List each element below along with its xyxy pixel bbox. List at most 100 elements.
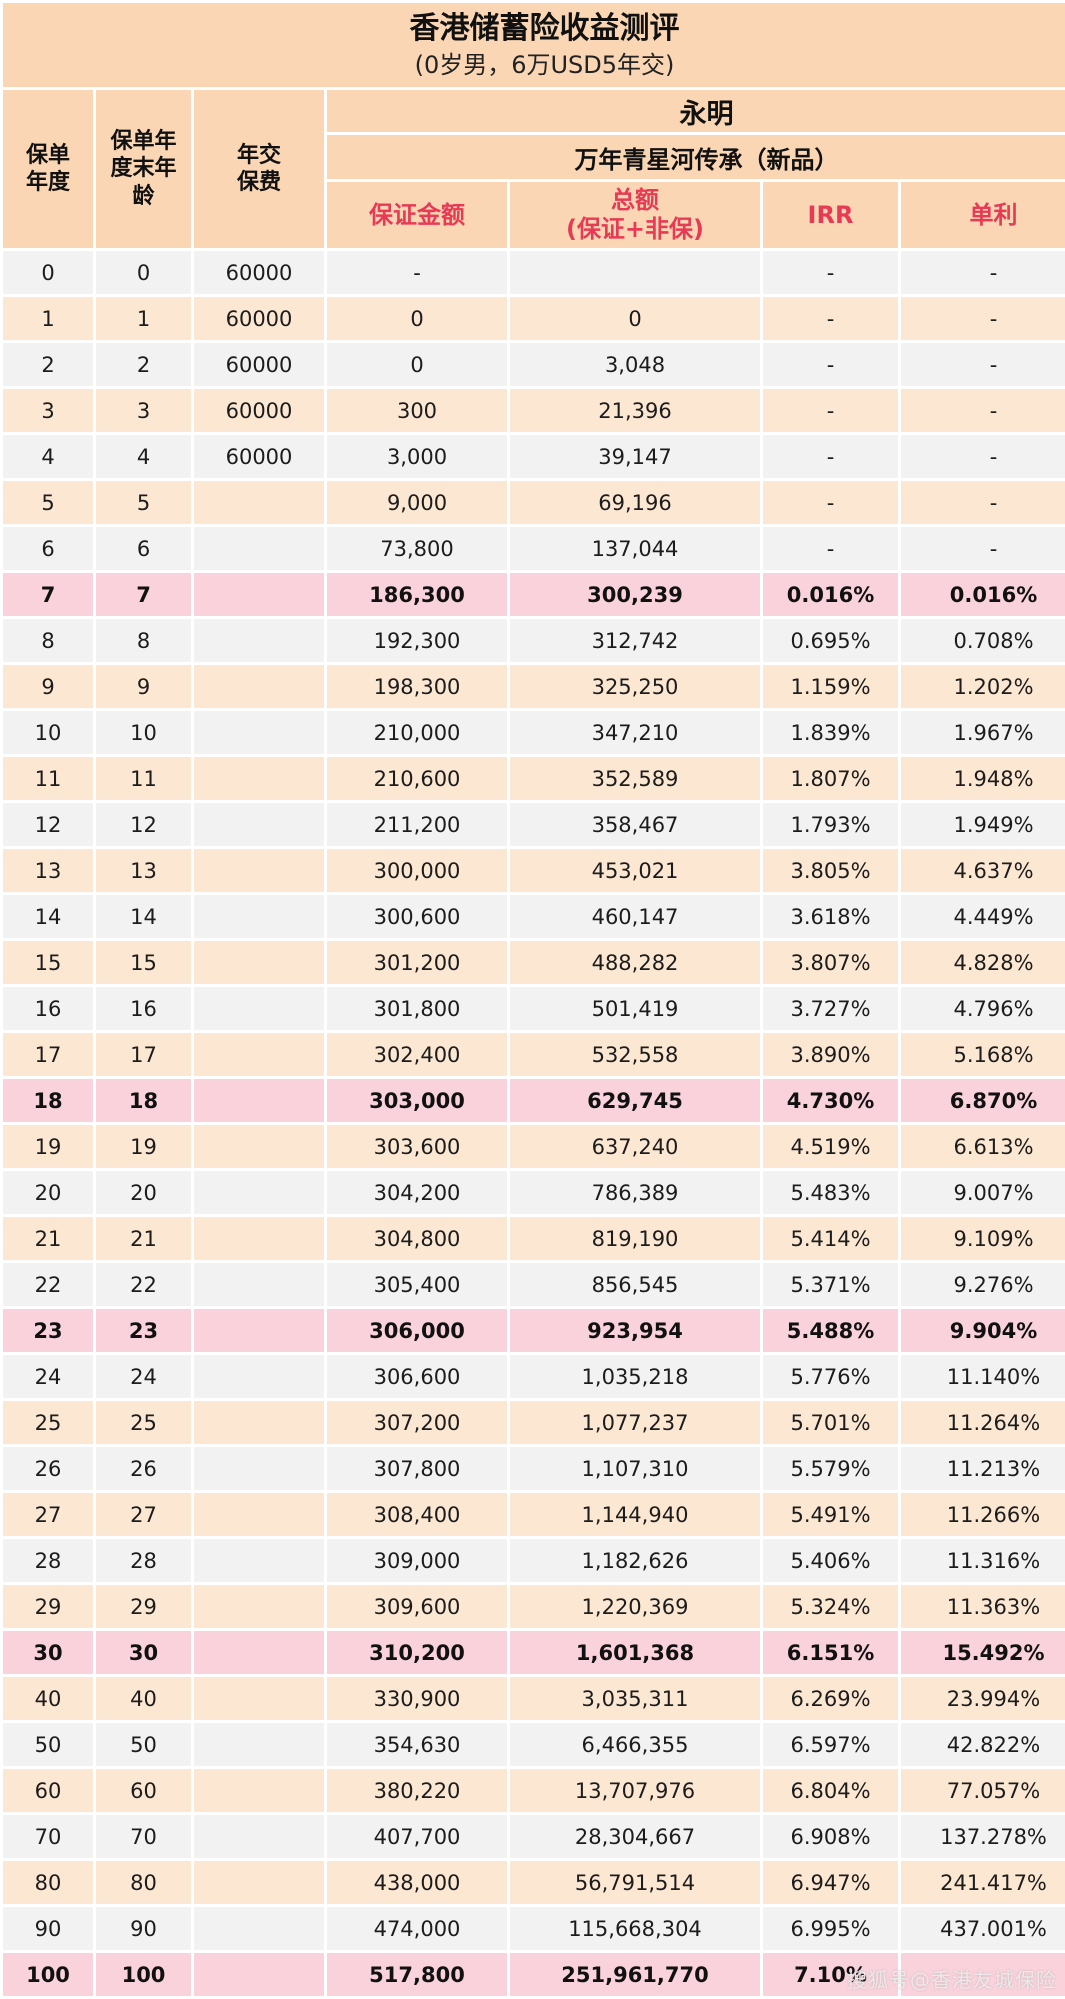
cell-simple: - [901, 481, 1065, 524]
cell-age: 7 [96, 573, 191, 616]
table-row: 12 12 211,200 358,467 1.793% 1.949% [3, 803, 1065, 846]
cell-year: 10 [3, 711, 93, 754]
cell-age: 15 [96, 941, 191, 984]
cell-simple: - [901, 251, 1065, 294]
cell-irr: - [763, 251, 898, 294]
cell-irr: 6.995% [763, 1907, 898, 1950]
cell-irr: 5.701% [763, 1401, 898, 1444]
cell-irr: 1.159% [763, 665, 898, 708]
cell-simple: 4.637% [901, 849, 1065, 892]
cell-guaranteed: 301,800 [327, 987, 507, 1030]
cell-premium [194, 527, 324, 570]
cell-guaranteed: 300,600 [327, 895, 507, 938]
cell-total: 28,304,667 [510, 1815, 760, 1858]
cell-age: 16 [96, 987, 191, 1030]
cell-guaranteed: 438,000 [327, 1861, 507, 1904]
table-row: 10 10 210,000 347,210 1.839% 1.967% [3, 711, 1065, 754]
cell-total: 488,282 [510, 941, 760, 984]
cell-year: 70 [3, 1815, 93, 1858]
cell-year: 6 [3, 527, 93, 570]
cell-age: 2 [96, 343, 191, 386]
table-row: 14 14 300,600 460,147 3.618% 4.449% [3, 895, 1065, 938]
cell-simple: 6.870% [901, 1079, 1065, 1122]
col-header-guaranteed: 保证金额 [327, 182, 507, 248]
cell-premium [194, 1861, 324, 1904]
table-row: 27 27 308,400 1,144,940 5.491% 11.266% [3, 1493, 1065, 1536]
watermark: 搜狐号@香港友城保险 [847, 1968, 1057, 1992]
cell-premium [194, 1217, 324, 1260]
cell-irr: 5.491% [763, 1493, 898, 1536]
cell-total: 1,220,369 [510, 1585, 760, 1628]
table-row: 8 8 192,300 312,742 0.695% 0.708% [3, 619, 1065, 662]
cell-total: 501,419 [510, 987, 760, 1030]
table-row: 25 25 307,200 1,077,237 5.701% 11.264% [3, 1401, 1065, 1444]
table-row: 30 30 310,200 1,601,368 6.151% 15.492% [3, 1631, 1065, 1674]
cell-year: 18 [3, 1079, 93, 1122]
cell-age: 29 [96, 1585, 191, 1628]
cell-age: 22 [96, 1263, 191, 1306]
cell-total: 56,791,514 [510, 1861, 760, 1904]
cell-year: 15 [3, 941, 93, 984]
cell-irr: 6.597% [763, 1723, 898, 1766]
cell-simple: 0.016% [901, 573, 1065, 616]
cell-simple: 15.492% [901, 1631, 1065, 1674]
cell-total: 115,668,304 [510, 1907, 760, 1950]
col-header-irr: IRR [763, 182, 898, 248]
cell-total: 1,182,626 [510, 1539, 760, 1582]
cell-year: 80 [3, 1861, 93, 1904]
table-body: 0 0 60000- - -1 1 60000 0 0- -2 2 60000 0 3,048- -3 3 60… [3, 251, 1065, 1996]
cell-age: 21 [96, 1217, 191, 1260]
table-row: 9 9 198,300 325,250 1.159% 1.202% [3, 665, 1065, 708]
cell-simple: 1.967% [901, 711, 1065, 754]
cell-irr: - [763, 297, 898, 340]
cell-premium: 60000 [194, 389, 324, 432]
page-subtitle: (0岁男，6万USD5年交) [414, 50, 675, 79]
cell-year: 16 [3, 987, 93, 1030]
cell-total: 6,466,355 [510, 1723, 760, 1766]
cell-simple: 9.109% [901, 1217, 1065, 1260]
cell-guaranteed: 474,000 [327, 1907, 507, 1950]
cell-premium [194, 481, 324, 524]
cell-irr: 4.730% [763, 1079, 898, 1122]
cell-simple: 23.994% [901, 1677, 1065, 1720]
cell-irr: 5.406% [763, 1539, 898, 1582]
cell-premium [194, 1401, 324, 1444]
cell-premium [194, 1125, 324, 1168]
cell-total: 39,147 [510, 435, 760, 478]
cell-guaranteed: 305,400 [327, 1263, 507, 1306]
cell-premium [194, 1079, 324, 1122]
table-title-block: 香港储蓄险收益测评 (0岁男，6万USD5年交) [3, 3, 1065, 87]
table-row: 28 28 309,000 1,182,626 5.406% 11.316% [3, 1539, 1065, 1582]
cell-irr: 5.483% [763, 1171, 898, 1214]
cell-year: 27 [3, 1493, 93, 1536]
table-row: 2 2 60000 0 3,048- - [3, 343, 1065, 386]
cell-age: 5 [96, 481, 191, 524]
cell-simple: 77.057% [901, 1769, 1065, 1812]
cell-premium [194, 941, 324, 984]
table-row: 19 19 303,600 637,240 4.519% 6.613% [3, 1125, 1065, 1168]
cell-premium [194, 803, 324, 846]
cell-irr: 3.890% [763, 1033, 898, 1076]
cell-simple: 9.904% [901, 1309, 1065, 1352]
cell-irr: 1.793% [763, 803, 898, 846]
cell-total: 352,589 [510, 757, 760, 800]
cell-age: 30 [96, 1631, 191, 1674]
cell-year: 5 [3, 481, 93, 524]
cell-guaranteed: 303,600 [327, 1125, 507, 1168]
table-row: 17 17 302,400 532,558 3.890% 5.168% [3, 1033, 1065, 1076]
cell-irr: 4.519% [763, 1125, 898, 1168]
cell-irr: 3.805% [763, 849, 898, 892]
cell-year: 20 [3, 1171, 93, 1214]
cell-irr: 5.488% [763, 1309, 898, 1352]
table-row: 23 23 306,000 923,954 5.488% 9.904% [3, 1309, 1065, 1352]
cell-irr: 5.776% [763, 1355, 898, 1398]
table-row: 90 90 474,000 115,668,304 6.995% 437.001% [3, 1907, 1065, 1950]
cell-guaranteed: 304,800 [327, 1217, 507, 1260]
cell-irr: 7.10% [763, 1953, 898, 1996]
table-row: 18 18 303,000 629,745 4.730% 6.870% [3, 1079, 1065, 1122]
cell-total: 1,107,310 [510, 1447, 760, 1490]
table-row: 22 22 305,400 856,545 5.371% 9.276% [3, 1263, 1065, 1306]
table-row: 1 1 60000 0 0- - [3, 297, 1065, 340]
cell-year: 14 [3, 895, 93, 938]
cell-total: 358,467 [510, 803, 760, 846]
